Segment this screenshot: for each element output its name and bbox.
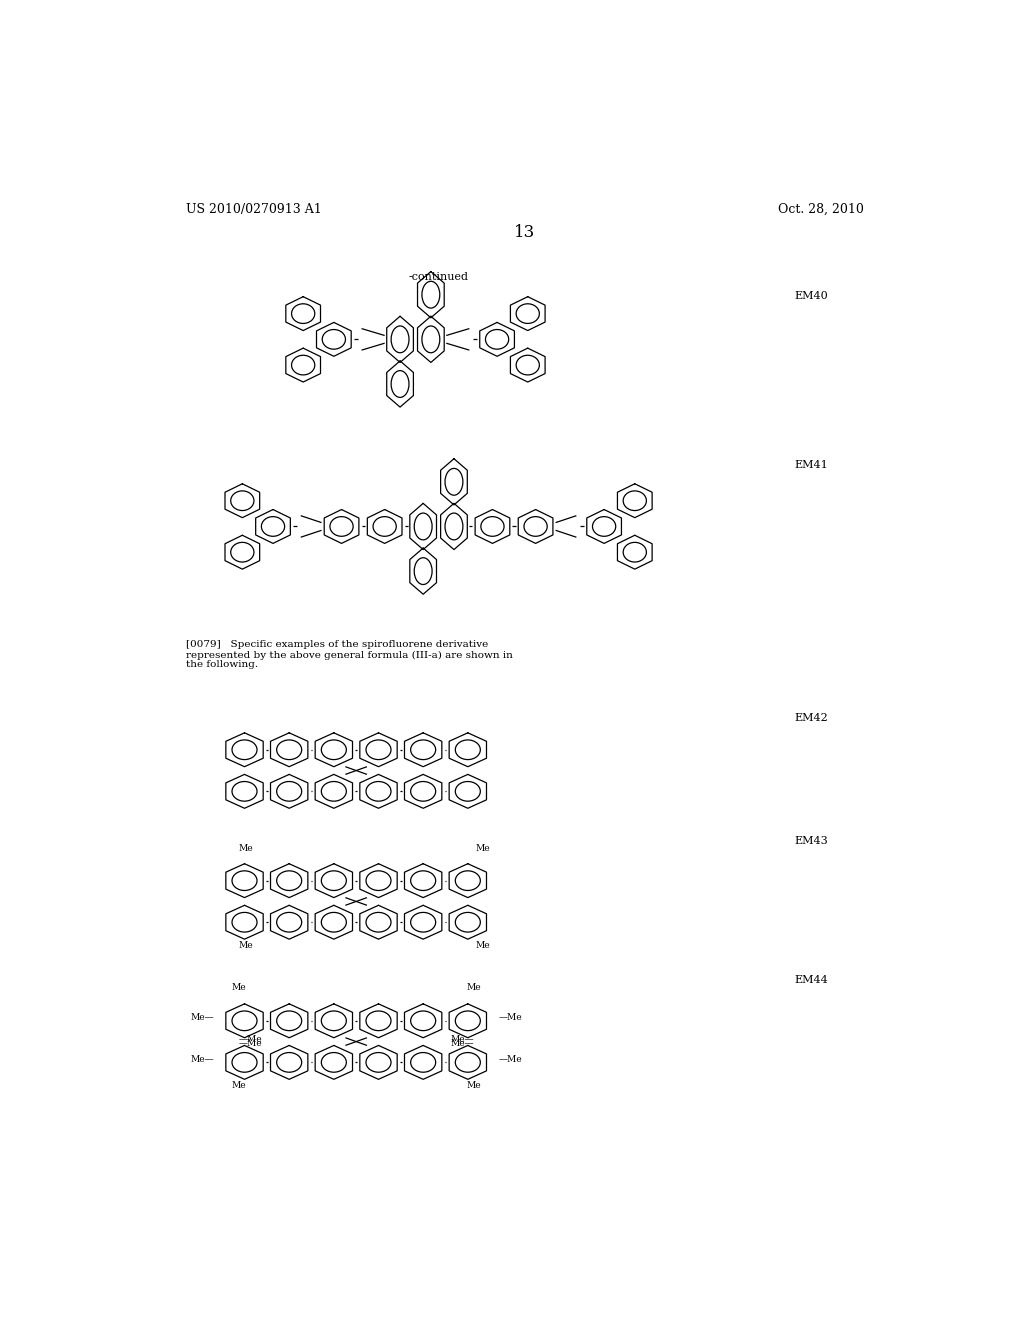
Text: Me: Me [231, 982, 246, 991]
Text: Me—: Me— [190, 1014, 214, 1022]
Text: Me: Me [239, 941, 253, 950]
Text: EM40: EM40 [795, 290, 828, 301]
Text: —Me: —Me [239, 1039, 262, 1048]
Text: US 2010/0270913 A1: US 2010/0270913 A1 [186, 203, 322, 216]
Text: EM44: EM44 [795, 974, 828, 985]
Text: Me—: Me— [451, 1035, 474, 1044]
Text: EM41: EM41 [795, 461, 828, 470]
Text: —Me: —Me [499, 1014, 522, 1022]
Text: EM43: EM43 [795, 836, 828, 846]
Text: represented by the above general formula (III-a) are shown in: represented by the above general formula… [186, 651, 513, 660]
Text: Me: Me [467, 1081, 481, 1090]
Text: Me: Me [475, 941, 490, 950]
Text: Me—: Me— [190, 1055, 214, 1064]
Text: Oct. 28, 2010: Oct. 28, 2010 [777, 203, 863, 216]
Text: EM42: EM42 [795, 713, 828, 723]
Text: -continued: -continued [409, 272, 469, 282]
Text: Me—: Me— [451, 1039, 474, 1048]
Text: [0079]   Specific examples of the spirofluorene derivative: [0079] Specific examples of the spiroflu… [186, 640, 488, 649]
Text: Me: Me [475, 843, 490, 853]
Text: —Me: —Me [239, 1035, 262, 1044]
Text: Me: Me [239, 843, 253, 853]
Text: Me: Me [467, 982, 481, 991]
Text: Me: Me [231, 1081, 246, 1090]
Text: —Me: —Me [499, 1055, 522, 1064]
Text: 13: 13 [514, 224, 536, 240]
Text: the following.: the following. [186, 660, 258, 669]
